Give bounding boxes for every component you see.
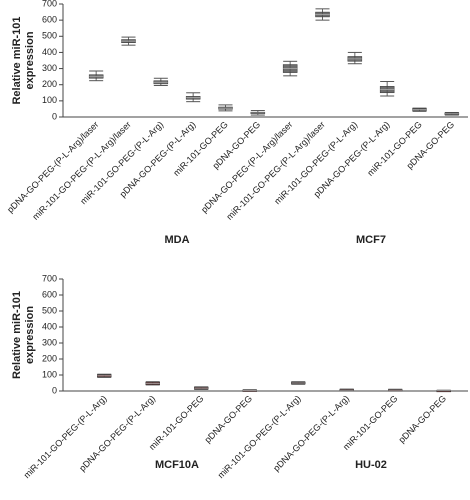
y-tick-label: 500 [42, 305, 57, 315]
y-tick-label: 700 [42, 273, 57, 283]
group-label: HU-02 [355, 459, 387, 471]
y-tick-label: 100 [42, 95, 57, 105]
y-axis-title-line: expression [24, 31, 36, 89]
y-axis-title-line: Relative miR-101 [11, 291, 23, 379]
x-tick-label: miR-101-GO-PEG-(P-L-Arg) [22, 393, 109, 480]
y-axis-title-line: Relative miR-101 [11, 16, 23, 104]
x-tick-label: miR-101-GO-PEG [171, 119, 230, 178]
y-tick-label: 200 [42, 353, 57, 363]
y-tick-label: 0 [52, 111, 57, 121]
y-tick-label: 300 [42, 63, 57, 73]
group-label: MDA [164, 234, 189, 246]
y-tick-label: 100 [42, 369, 57, 379]
y-tick-label: 700 [42, 0, 57, 8]
x-tick-label: miR-101-GO-PEG-(P-L-Arg) [216, 393, 303, 480]
y-tick-label: 400 [42, 47, 57, 57]
y-tick-label: 400 [42, 321, 57, 331]
y-tick-label: 0 [52, 385, 57, 395]
x-tick-label: pDNA-GO-PEG [397, 393, 449, 445]
group-label: MCF7 [356, 234, 386, 246]
y-axis-title: Relative miR-101expression [11, 291, 36, 379]
y-tick-label: 600 [42, 289, 57, 299]
y-tick-label: 200 [42, 79, 57, 89]
y-tick-label: 300 [42, 337, 57, 347]
y-tick-label: 600 [42, 15, 57, 25]
x-tick-label: miR-101-GO-PEG [341, 393, 400, 452]
y-axis-title-line: expression [24, 306, 36, 364]
y-axis-title: Relative miR-101expression [11, 16, 36, 104]
group-label: MCF10A [155, 459, 199, 471]
y-tick-label: 500 [42, 31, 57, 41]
x-tick-label: miR-101-GO-PEG [147, 393, 206, 452]
x-tick-label: miR-101-GO-PEG [365, 119, 424, 178]
x-tick-label: pDNA-GO-PEG [203, 393, 255, 445]
